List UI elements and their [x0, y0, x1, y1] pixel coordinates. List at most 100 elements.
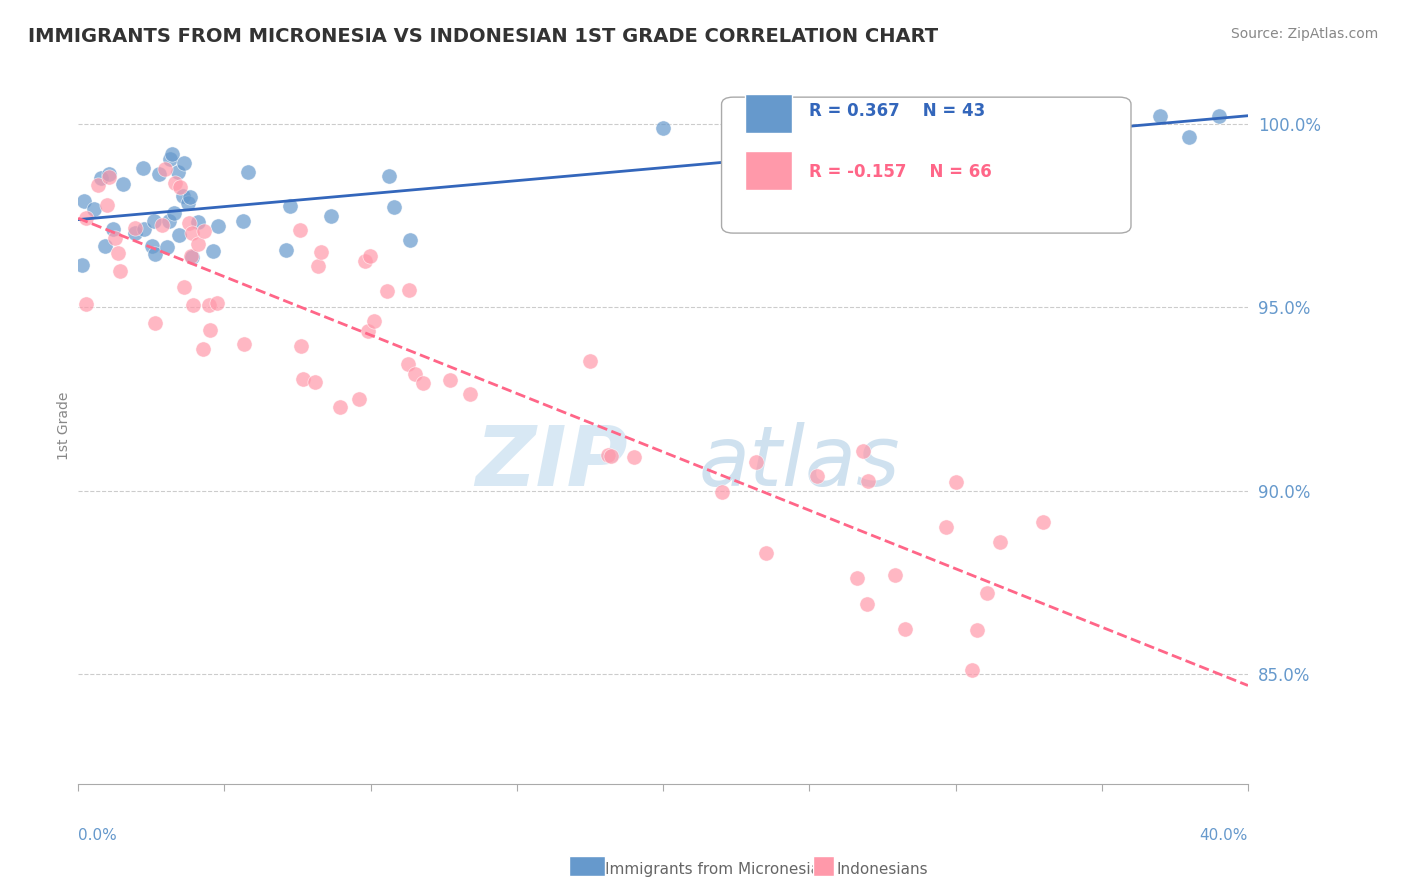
Point — [132, 161, 155, 175]
Point — [1091, 109, 1114, 123]
Point — [846, 571, 869, 585]
Point — [233, 337, 256, 351]
Point — [97, 169, 120, 184]
Point — [107, 246, 129, 260]
Point — [163, 205, 186, 219]
Point — [166, 164, 188, 178]
Point — [1032, 515, 1054, 529]
Text: R = 0.367    N = 43: R = 0.367 N = 43 — [810, 103, 986, 120]
Point — [1208, 109, 1230, 123]
FancyBboxPatch shape — [745, 151, 792, 190]
Point — [623, 450, 645, 465]
Point — [398, 284, 420, 298]
Point — [806, 468, 828, 483]
Point — [87, 178, 110, 193]
Point — [141, 239, 163, 253]
Point — [172, 189, 194, 203]
Point — [458, 387, 481, 401]
Point — [1178, 130, 1201, 145]
Point — [173, 280, 195, 294]
Point — [169, 180, 191, 194]
Point — [186, 214, 208, 228]
Point — [290, 339, 312, 353]
Point — [111, 177, 134, 191]
Point — [439, 373, 461, 387]
Point — [205, 295, 228, 310]
Point — [966, 623, 988, 637]
Point — [180, 250, 202, 264]
Point — [94, 239, 117, 253]
Point — [124, 227, 146, 241]
Text: IMMIGRANTS FROM MICRONESIA VS INDONESIAN 1ST GRADE CORRELATION CHART: IMMIGRANTS FROM MICRONESIA VS INDONESIAN… — [28, 27, 938, 45]
Point — [70, 258, 93, 272]
Point — [347, 392, 370, 407]
Y-axis label: 1st Grade: 1st Grade — [58, 392, 72, 460]
Point — [359, 249, 381, 263]
Point — [304, 376, 326, 390]
Point — [108, 263, 131, 277]
Point — [236, 165, 259, 179]
FancyBboxPatch shape — [745, 94, 792, 133]
Point — [90, 171, 112, 186]
Point — [988, 535, 1011, 549]
Point — [856, 474, 879, 488]
Point — [198, 298, 221, 312]
Point — [75, 296, 97, 310]
Point — [855, 597, 877, 611]
Point — [179, 189, 201, 203]
Point — [1149, 109, 1171, 123]
Point — [894, 622, 917, 636]
Point — [83, 202, 105, 216]
Point — [181, 226, 204, 240]
Point — [169, 227, 191, 242]
Point — [201, 244, 224, 258]
Point — [598, 448, 620, 462]
Text: ZIP: ZIP — [475, 422, 628, 502]
Point — [745, 455, 768, 469]
Point — [143, 214, 166, 228]
Point — [193, 224, 215, 238]
Point — [357, 324, 380, 338]
Point — [134, 222, 156, 236]
FancyBboxPatch shape — [721, 97, 1130, 233]
Point — [148, 167, 170, 181]
Text: Indonesians: Indonesians — [837, 863, 928, 877]
Point — [96, 198, 118, 212]
Point — [143, 247, 166, 261]
Point — [177, 216, 200, 230]
Text: atlas: atlas — [699, 422, 900, 502]
Point — [73, 194, 96, 208]
Point — [157, 214, 180, 228]
Point — [159, 152, 181, 166]
Text: 0.0%: 0.0% — [79, 828, 117, 843]
Point — [579, 353, 602, 368]
Point — [232, 214, 254, 228]
Point — [755, 546, 778, 560]
Point — [278, 199, 301, 213]
Point — [150, 218, 173, 232]
Point — [309, 245, 332, 260]
Point — [354, 253, 377, 268]
Point — [104, 231, 127, 245]
Point — [103, 222, 125, 236]
Point — [945, 475, 967, 489]
Point — [412, 376, 434, 390]
Point — [198, 323, 221, 337]
Point — [962, 663, 984, 677]
Text: R = -0.157    N = 66: R = -0.157 N = 66 — [810, 163, 993, 181]
Point — [173, 155, 195, 169]
Point — [181, 298, 204, 312]
Point — [935, 520, 957, 534]
Text: Immigrants from Micronesia: Immigrants from Micronesia — [605, 863, 820, 877]
Point — [165, 176, 187, 190]
Point — [976, 586, 998, 600]
Point — [307, 259, 329, 273]
Point — [177, 195, 200, 210]
Point — [75, 211, 97, 226]
Point — [404, 367, 426, 381]
Point — [207, 219, 229, 233]
Text: Source: ZipAtlas.com: Source: ZipAtlas.com — [1230, 27, 1378, 41]
Point — [399, 233, 422, 247]
Point — [288, 222, 311, 236]
Point — [274, 243, 297, 257]
